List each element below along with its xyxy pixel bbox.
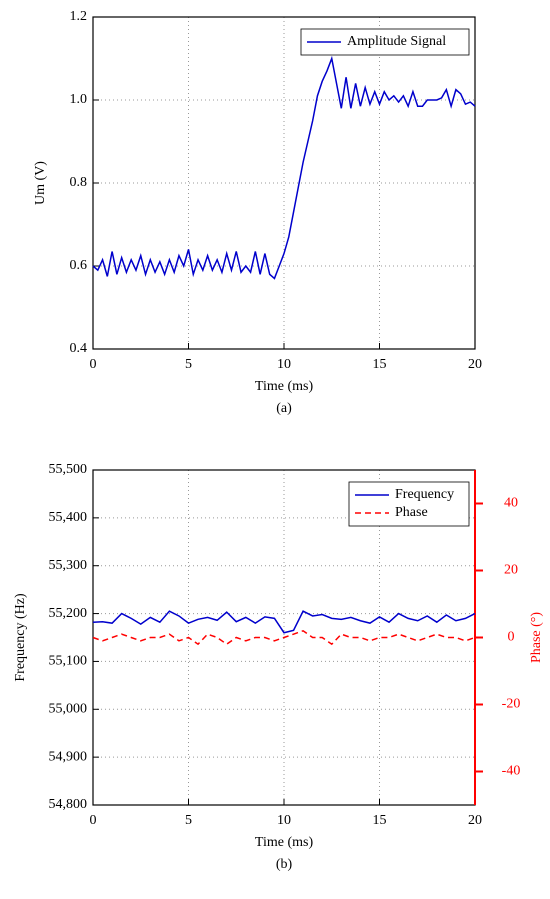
y-tick-label: 54,800 (49, 797, 88, 812)
y-tick-label: 1.0 (70, 92, 88, 107)
x-tick-label: 5 (185, 357, 192, 372)
y-tick-label: 55,500 (49, 462, 88, 477)
y-tick-label: 0.6 (70, 258, 88, 273)
y-tick-label: 0.8 (70, 175, 88, 190)
y-tick-label: 54,900 (49, 749, 88, 764)
data-line (92, 610, 476, 634)
y-tick-label: 55,300 (49, 558, 88, 573)
y2-axis-label: Phase (°) (529, 612, 544, 663)
x-tick-label: 0 (90, 813, 97, 828)
y-axis-label: Frequency (Hz) (13, 593, 28, 682)
y-tick-label: 55,000 (49, 702, 88, 717)
y-axis-label: Um (V) (33, 161, 48, 205)
x-tick-label: 20 (468, 357, 482, 372)
x-axis-label: Time (ms) (255, 835, 314, 850)
y-tick-label: 55,200 (49, 606, 88, 621)
caption: (b) (276, 857, 293, 872)
y-tick-label: 1.2 (70, 9, 88, 24)
x-tick-label: 15 (373, 357, 387, 372)
y2-tick-label: 0 (508, 630, 515, 645)
x-tick-label: 20 (468, 813, 482, 828)
y2-tick-label: 20 (504, 563, 518, 578)
x-tick-label: 15 (373, 813, 387, 828)
y2-tick-label: -40 (502, 764, 521, 779)
y-tick-label: 55,100 (49, 654, 88, 669)
legend-label: Phase (395, 505, 428, 520)
y-tick-label: 55,400 (49, 510, 88, 525)
caption: (a) (276, 401, 292, 416)
plot-frame (92, 16, 476, 350)
y2-tick-label: 40 (504, 496, 518, 511)
x-tick-label: 5 (185, 813, 192, 828)
legend-label: Frequency (395, 487, 454, 502)
x-tick-label: 10 (277, 813, 291, 828)
y-tick-label: 0.4 (70, 341, 88, 356)
data-line (92, 629, 476, 646)
y2-tick-label: -20 (502, 697, 521, 712)
legend-label: Amplitude Signal (347, 34, 446, 49)
legend-box (348, 481, 470, 527)
x-tick-label: 0 (90, 357, 97, 372)
x-axis-label: Time (ms) (255, 379, 314, 394)
data-line (92, 55, 476, 280)
x-tick-label: 10 (277, 357, 291, 372)
